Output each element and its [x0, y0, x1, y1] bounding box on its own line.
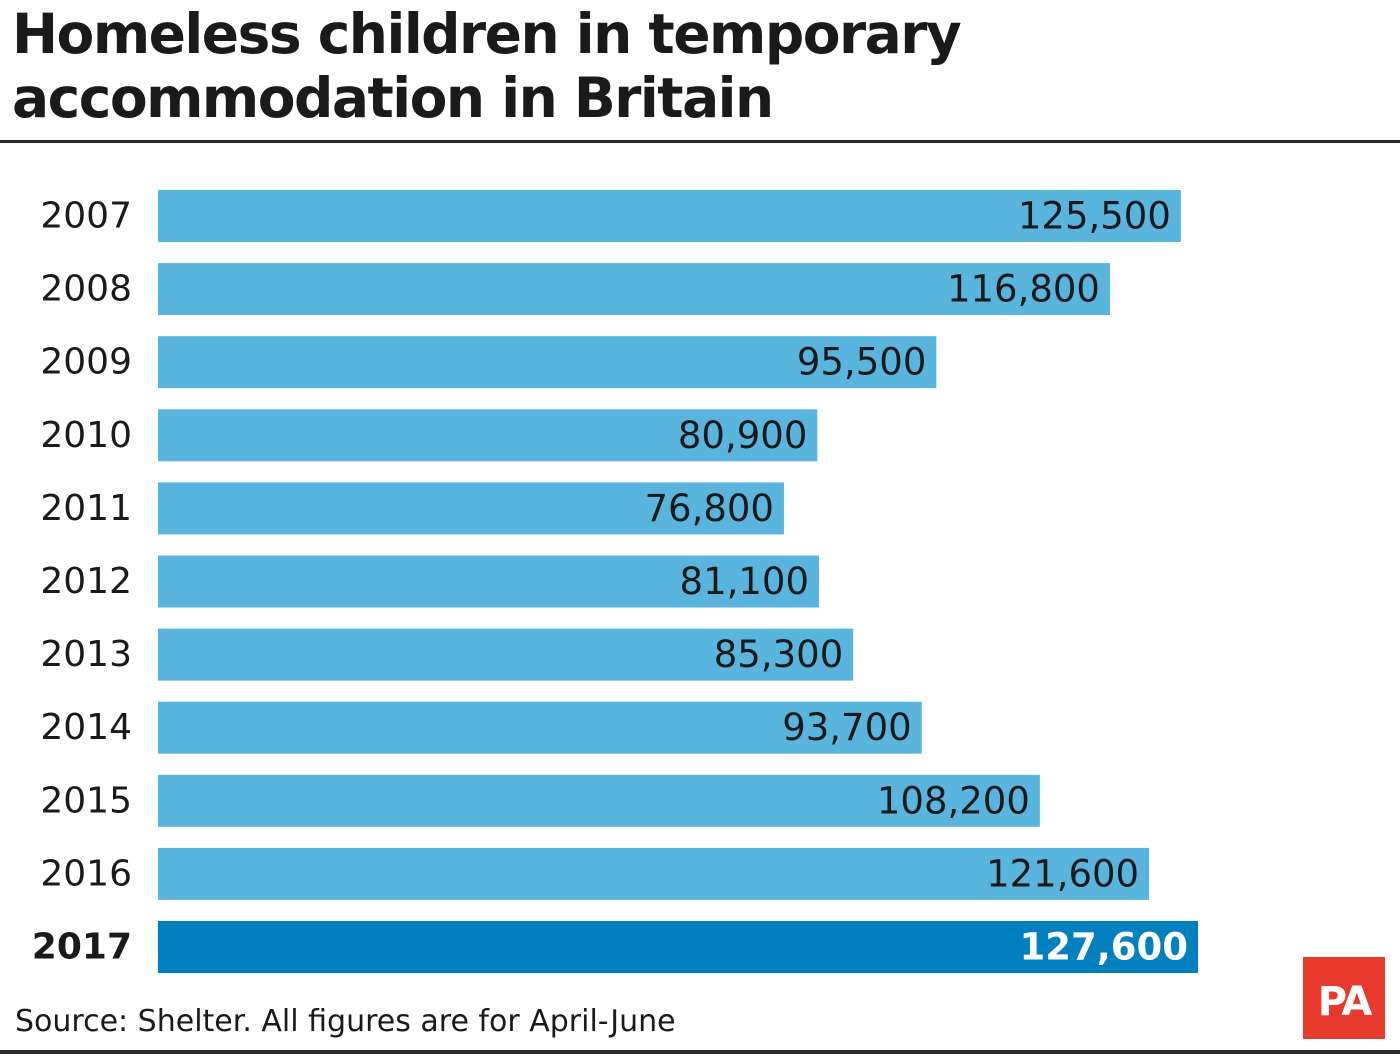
category-label-2016: 2016	[40, 853, 132, 894]
category-label-2013: 2013	[40, 634, 132, 675]
value-label-2013: 85,300	[714, 633, 843, 676]
bar-2014	[158, 701, 922, 754]
bar-2010	[158, 409, 818, 462]
value-label-2010: 80,900	[678, 414, 807, 457]
bar-2007	[158, 190, 1181, 242]
bar-2016	[158, 847, 1150, 900]
bar-2013	[158, 628, 854, 681]
value-label-2009: 95,500	[797, 341, 926, 384]
category-label-2017: 2017	[32, 927, 132, 968]
bottom-divider	[0, 1050, 1400, 1054]
category-label-2011: 2011	[40, 488, 132, 529]
bar-2015	[158, 774, 1040, 827]
category-label-2010: 2010	[40, 415, 132, 456]
bar-2012	[158, 555, 820, 608]
category-label-2014: 2014	[40, 707, 132, 748]
bar-2011	[158, 482, 784, 535]
value-label-2016: 121,600	[986, 852, 1139, 895]
value-label-2011: 76,800	[644, 487, 773, 530]
bar-chart: 2007 125,500 2008 116,800 2009 95,500 2010 80,9…	[32, 190, 1198, 973]
bar-2009	[158, 336, 937, 389]
title-divider	[0, 140, 1400, 143]
category-label-2007: 2007	[40, 196, 132, 237]
pa-logo: PA	[1303, 957, 1385, 1039]
value-label-2014: 93,700	[782, 706, 911, 749]
source-note: Source: Shelter. All figures are for Apr…	[15, 1004, 676, 1039]
bar-2017	[158, 921, 1198, 973]
value-label-2008: 116,800	[947, 268, 1100, 311]
value-label-2017: 127,600	[1019, 926, 1188, 969]
category-label-2015: 2015	[40, 780, 132, 821]
value-label-2007: 125,500	[1018, 195, 1171, 238]
bars-group: 2007 125,500 2008 116,800 2009 95,500 2010 80,9…	[32, 190, 1198, 973]
value-label-2015: 108,200	[877, 779, 1030, 822]
bar-2008	[158, 263, 1110, 316]
category-label-2012: 2012	[40, 561, 132, 602]
value-label-2012: 81,100	[680, 560, 809, 603]
category-label-2008: 2008	[40, 269, 132, 310]
category-label-2009: 2009	[40, 342, 132, 383]
chart-title: Homeless children in temporary accommoda…	[12, 2, 962, 130]
